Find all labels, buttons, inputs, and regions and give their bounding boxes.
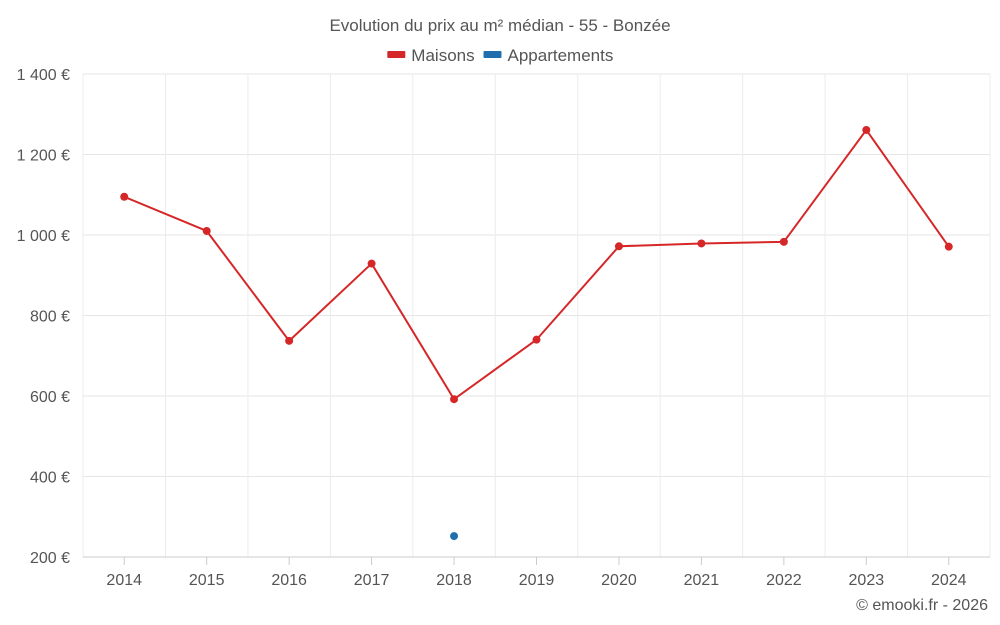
series-maisons — [120, 125, 953, 404]
series-appartements — [450, 532, 459, 541]
data-point-maisons-2020[interactable] — [614, 242, 623, 251]
legend-label: Appartements — [508, 46, 614, 65]
x-tick-label: 2021 — [684, 572, 720, 589]
data-point-maisons-2022[interactable] — [779, 237, 788, 246]
y-tick-label: 200 € — [30, 550, 70, 567]
x-tick-label: 2014 — [106, 572, 142, 589]
data-point-maisons-2024[interactable] — [944, 242, 953, 251]
data-point-maisons-2016[interactable] — [285, 336, 294, 345]
legend-swatch — [483, 51, 502, 58]
data-point-maisons-2015[interactable] — [202, 226, 211, 235]
x-tick-label: 2024 — [931, 572, 967, 589]
data-point-maisons-2019[interactable] — [532, 335, 541, 344]
x-axis: 2014 2015 2016 2017 2018 2019 2020 2021 2022 2023… — [106, 557, 967, 589]
x-tick-label: 2015 — [189, 572, 225, 589]
y-tick-label: 600 € — [30, 389, 70, 406]
y-axis: 200 € 400 € 600 € 800 € 1 000 € 1 200 € 1 400 … — [17, 67, 70, 567]
credit-text: © emooki.fr - 2026 — [856, 597, 988, 614]
series-layer — [120, 125, 953, 541]
x-tick-label: 2016 — [271, 572, 307, 589]
x-tick-label: 2019 — [519, 572, 555, 589]
legend-label: Maisons — [411, 46, 474, 65]
data-point-maisons-2023[interactable] — [862, 125, 871, 134]
y-tick-label: 1 400 € — [17, 67, 70, 84]
data-point-appartements-2018[interactable] — [450, 532, 459, 541]
grid — [82, 73, 991, 558]
x-tick-label: 2017 — [354, 572, 390, 589]
y-tick-label: 800 € — [30, 309, 70, 326]
legend: Maisons Appartements — [387, 46, 613, 65]
legend-swatch — [387, 51, 406, 58]
x-tick-label: 2023 — [849, 572, 885, 589]
y-tick-label: 400 € — [30, 470, 70, 487]
data-point-maisons-2021[interactable] — [697, 239, 706, 248]
y-tick-label: 1 200 € — [17, 148, 70, 165]
data-point-maisons-2018[interactable] — [450, 395, 459, 404]
y-tick-label: 1 000 € — [17, 228, 70, 245]
data-point-maisons-2014[interactable] — [120, 192, 129, 201]
x-tick-label: 2022 — [766, 572, 802, 589]
legend-item-maisons[interactable]: Maisons — [387, 46, 475, 65]
x-tick-label: 2020 — [601, 572, 637, 589]
chart-title: Evolution du prix au m² médian - 55 - Bo… — [329, 16, 670, 35]
data-point-maisons-2017[interactable] — [367, 259, 376, 268]
legend-item-appartements[interactable]: Appartements — [483, 46, 614, 65]
x-tick-label: 2018 — [436, 572, 472, 589]
